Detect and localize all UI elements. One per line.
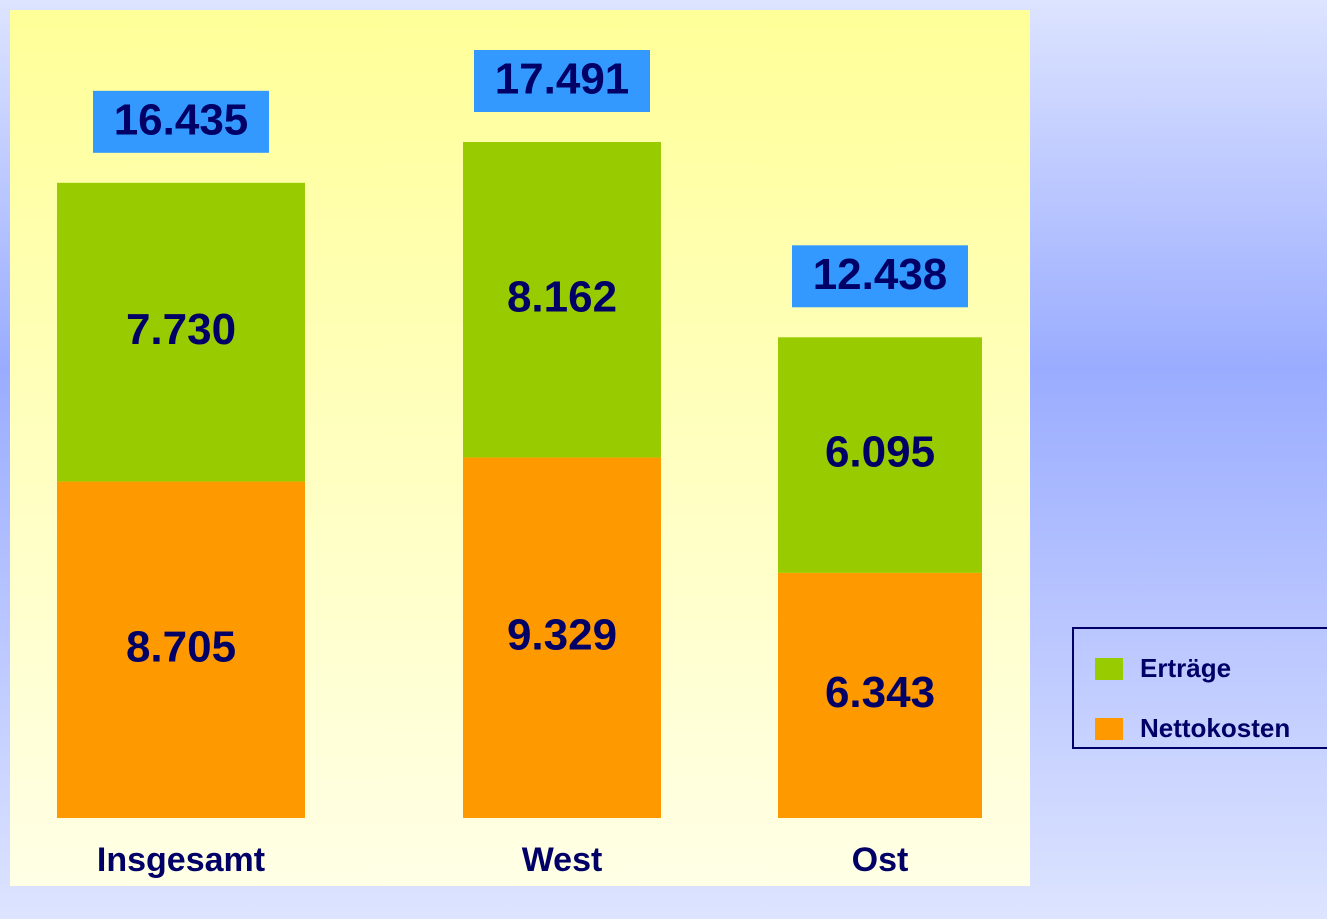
bar-segment [778,337,982,573]
value-label: 6.095 [825,428,935,477]
x-tick-label: West [522,841,603,879]
value-label: 8.705 [126,622,236,671]
value-label: 8.162 [507,272,617,321]
total-box [792,245,968,308]
total-label: 17.491 [495,55,630,104]
legend-swatch [1095,658,1123,680]
x-tick-label: Ost [852,841,909,879]
value-label: 7.730 [126,305,236,354]
total-label: 12.438 [813,250,948,299]
bar-segment [57,481,305,818]
total-label: 16.435 [114,95,249,144]
bar-segment [463,142,661,458]
x-tick-label: Insgesamt [97,841,265,879]
legend-swatch [1095,718,1123,740]
bar-segment [463,457,661,818]
value-label: 6.343 [825,668,935,717]
legend-label: Erträge [1140,653,1231,683]
total-box [474,50,650,112]
bar-segment [57,182,305,482]
bar-segment [778,572,982,818]
value-label: 9.329 [507,610,617,659]
legend-label: Nettokosten [1140,713,1290,743]
legend-box [1072,627,1327,749]
total-box [93,90,269,153]
